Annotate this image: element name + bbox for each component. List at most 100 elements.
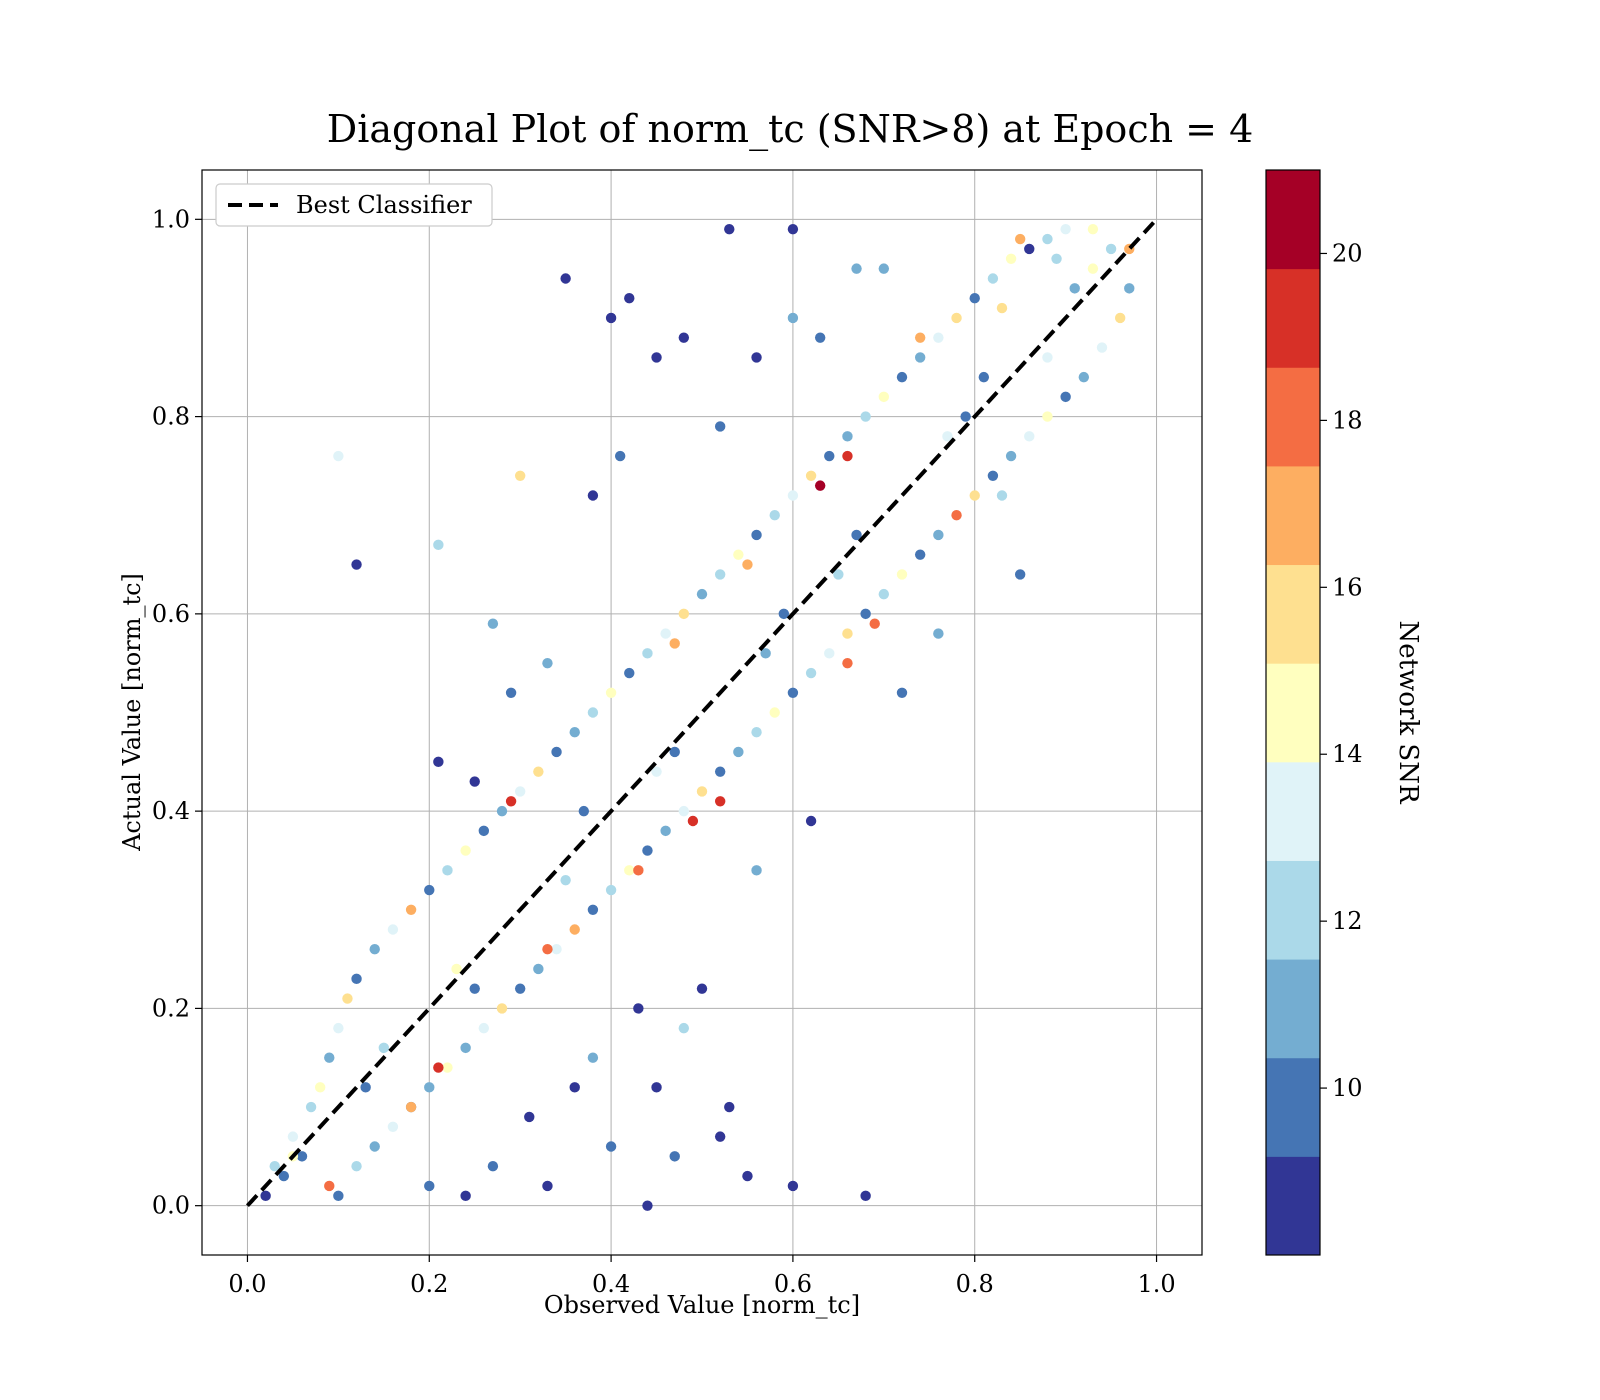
scatter-point-145 bbox=[742, 1170, 753, 1182]
scatter-point-122 bbox=[624, 293, 635, 304]
scatter-point-134 bbox=[787, 312, 799, 324]
y-axis-label: Actual Value [norm_tc] bbox=[118, 573, 146, 852]
grid-lines bbox=[202, 170, 1202, 1255]
scatter-point-177 bbox=[942, 431, 953, 442]
x-tick-label-2: 0.4 bbox=[592, 1270, 630, 1298]
scatter-point-53 bbox=[387, 1121, 399, 1132]
scatter-point-127 bbox=[878, 263, 890, 274]
plot-frame bbox=[201, 169, 1203, 1256]
scatter-point-94 bbox=[1124, 283, 1135, 294]
scatter-point-182 bbox=[542, 1180, 553, 1192]
scatter-point-164 bbox=[978, 371, 990, 383]
colorbar-bin-4 bbox=[1266, 761, 1320, 861]
scatter-point-131 bbox=[651, 352, 662, 363]
scatter-point-163 bbox=[996, 302, 1008, 314]
scatter-point-124 bbox=[724, 223, 735, 235]
scatter-point-28 bbox=[678, 608, 690, 620]
legend-box bbox=[215, 183, 493, 227]
scatter-point-33 bbox=[769, 510, 780, 521]
scatter-point-152 bbox=[469, 776, 480, 787]
scatter-point-29 bbox=[696, 588, 708, 600]
scatter-point-175 bbox=[833, 569, 844, 580]
scatter-point-183 bbox=[424, 1180, 435, 1192]
scatter-point-47 bbox=[1024, 243, 1035, 255]
scatter-point-156 bbox=[896, 687, 908, 698]
y-tick-label-1: 0.2 bbox=[152, 994, 190, 1022]
x-tick-label-4: 0.8 bbox=[956, 1270, 994, 1298]
best-classifier-line bbox=[245, 217, 1159, 1208]
scatter-point-162 bbox=[1051, 253, 1062, 264]
scatter-point-110 bbox=[542, 944, 553, 955]
y-tick-label-4: 0.8 bbox=[152, 403, 190, 431]
scatter-point-48 bbox=[1042, 233, 1053, 245]
scatter-point-35 bbox=[805, 470, 817, 481]
scatter-point-34 bbox=[787, 490, 799, 501]
scatter-point-64 bbox=[587, 904, 599, 915]
scatter-point-24 bbox=[605, 687, 617, 698]
colorbar-label: Network SNR bbox=[1393, 620, 1423, 805]
scatter-point-105 bbox=[433, 1062, 444, 1073]
scatter-point-39 bbox=[878, 391, 890, 403]
scatter-point-118 bbox=[487, 618, 499, 629]
colorbar-tick-label-3: 16 bbox=[1332, 573, 1363, 601]
scatter-point-149 bbox=[805, 815, 817, 827]
scatter-point-52 bbox=[369, 1141, 380, 1152]
scatter-point-166 bbox=[760, 648, 771, 659]
x-tick-label-1: 0.2 bbox=[410, 1270, 448, 1298]
scatter-point-141 bbox=[605, 1141, 617, 1152]
scatter-point-120 bbox=[560, 273, 571, 284]
scatter-point-161 bbox=[1087, 263, 1099, 274]
scatter-point-132 bbox=[714, 421, 726, 432]
x-axis-label: Observed Value [norm_tc] bbox=[544, 1291, 860, 1319]
scatter-point-74 bbox=[769, 707, 780, 718]
scatter-point-81 bbox=[896, 569, 908, 580]
scatter-point-117 bbox=[514, 470, 526, 481]
scatter-point-107 bbox=[869, 618, 880, 629]
scatter-point-49 bbox=[1060, 223, 1071, 235]
scatter-point-103 bbox=[814, 480, 826, 491]
scatter-point-51 bbox=[351, 1161, 362, 1172]
scatter-point-14 bbox=[424, 884, 435, 896]
y-tick-label-3: 0.6 bbox=[152, 600, 190, 628]
scatter-point-56 bbox=[442, 1062, 453, 1073]
scatter-point-11 bbox=[369, 944, 380, 955]
scatter-point-136 bbox=[787, 1180, 799, 1192]
colorbar-bin-1 bbox=[1266, 1057, 1320, 1157]
scatter-point-114 bbox=[405, 1101, 417, 1113]
scatter-point-46 bbox=[1005, 253, 1017, 264]
y-axis-ticks: 0.0 0.2 0.4 0.6 0.8 1.0 bbox=[152, 205, 202, 1220]
scatter-point-89 bbox=[1042, 411, 1053, 422]
scatter-point-168 bbox=[560, 874, 571, 886]
scatter-point-95 bbox=[1105, 243, 1117, 255]
scatter-point-19 bbox=[514, 786, 526, 797]
scatter-point-16 bbox=[460, 845, 471, 856]
scatter-point-91 bbox=[1078, 371, 1090, 383]
scatter-point-25 bbox=[624, 667, 635, 679]
colorbar-tick-label-1: 12 bbox=[1332, 907, 1363, 935]
scatter-point-31 bbox=[733, 549, 744, 560]
scatter-point-112 bbox=[669, 638, 680, 649]
scatter-point-57 bbox=[460, 1042, 471, 1054]
scatter-point-26 bbox=[642, 648, 653, 659]
scatter-point-55 bbox=[424, 1082, 435, 1093]
scatter-point-40 bbox=[896, 371, 908, 383]
scatter-point-76 bbox=[805, 667, 817, 679]
scatter-point-98 bbox=[1014, 233, 1026, 245]
colorbar bbox=[1265, 169, 1321, 1256]
scatter-point-70 bbox=[696, 786, 708, 797]
scatter-point-20 bbox=[533, 766, 544, 777]
scatter-point-38 bbox=[860, 411, 871, 422]
scatter-point-144 bbox=[696, 983, 708, 994]
scatter-point-5 bbox=[305, 1101, 317, 1113]
scatter-point-41 bbox=[914, 352, 926, 363]
scatter-point-85 bbox=[969, 490, 980, 501]
scatter-point-143 bbox=[651, 1082, 662, 1093]
scatter-point-93 bbox=[1114, 312, 1126, 324]
scatter-point-69 bbox=[678, 805, 690, 817]
scatter-point-146 bbox=[633, 1003, 644, 1014]
scatter-point-6 bbox=[314, 1082, 326, 1093]
scatter-point-72 bbox=[733, 746, 744, 758]
colorbar-bin-6 bbox=[1266, 564, 1320, 664]
scatter-point-37 bbox=[842, 431, 853, 442]
scatter-point-67 bbox=[642, 845, 653, 856]
